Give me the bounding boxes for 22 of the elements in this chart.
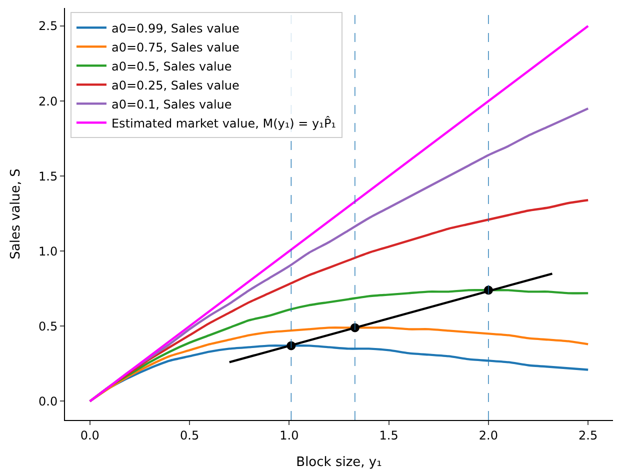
legend-label: a0=0.1, Sales value <box>111 97 232 112</box>
legend-label: a0=0.25, Sales value <box>111 78 240 92</box>
legend-label: a0=0.99, Sales value <box>111 21 240 36</box>
x-axis-title: Block size, y₁ <box>296 455 382 470</box>
y-tick-label: 0.5 <box>38 319 58 334</box>
x-tick-label: 2.0 <box>478 428 498 442</box>
y-axis-title: Sales value, S <box>8 168 24 260</box>
legend-label: a0=0.5, Sales value <box>111 59 232 74</box>
y-tick-label: 1.0 <box>38 244 58 258</box>
y-tick-label: 1.5 <box>38 169 58 184</box>
x-tick-label: 1.0 <box>280 428 299 442</box>
x-tick-label: 2.5 <box>578 428 598 442</box>
y-tick-label: 2.5 <box>38 19 58 34</box>
legend-label: Estimated market value, M(y₁) = y₁P̂₁ <box>111 116 336 130</box>
x-tick-label: 1.5 <box>379 428 398 442</box>
x-tick-label: 0.5 <box>180 428 200 442</box>
y-tick-label: 0.0 <box>38 394 58 408</box>
x-tick-label: 0.0 <box>80 428 100 442</box>
line-series <box>88 326 590 402</box>
y-tick-label: 2.0 <box>38 94 58 108</box>
point <box>286 341 296 350</box>
legend-label: a0=0.75, Sales value <box>111 40 240 54</box>
